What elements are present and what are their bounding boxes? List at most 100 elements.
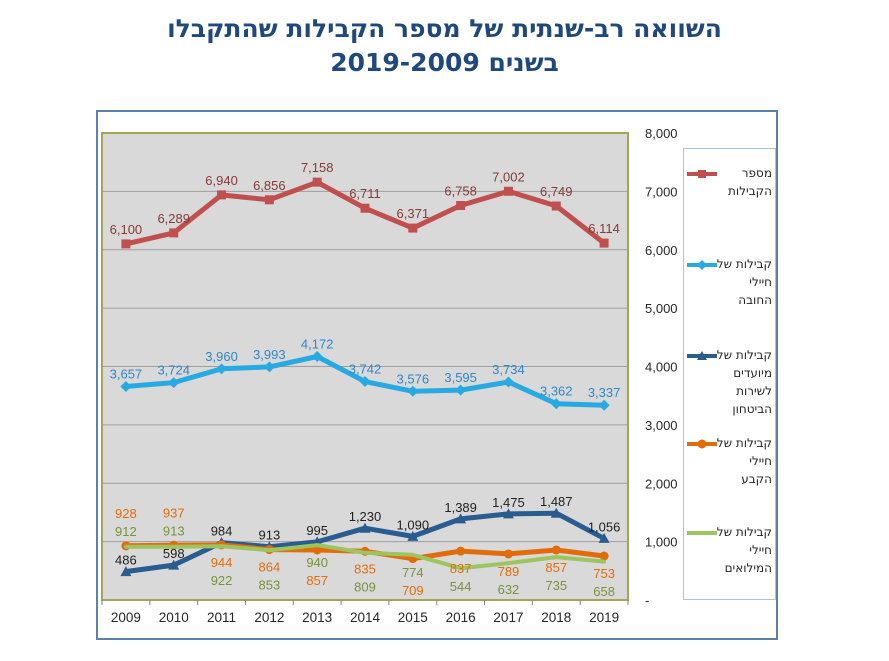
y-axis-label: 8,000 — [645, 126, 678, 141]
data-label: 913 — [163, 523, 185, 538]
circle-marker — [551, 545, 561, 555]
data-label: 3,595 — [444, 370, 477, 385]
legend-label: קבילות של חיילי הקבע — [687, 434, 772, 488]
square-marker — [408, 223, 418, 233]
data-label: 6,758 — [444, 184, 477, 199]
data-label: 3,960 — [205, 349, 238, 364]
data-label: 857 — [545, 560, 567, 575]
diamond-marker — [550, 398, 562, 410]
y-axis-label: - — [645, 593, 649, 608]
legend-label-line: חיילי — [749, 454, 772, 468]
circle-marker — [697, 439, 707, 449]
legend-item-4: קבילות של חיילי המילואים — [687, 523, 772, 577]
data-label: 753 — [593, 566, 615, 581]
legend-label-line: מספר — [741, 166, 772, 180]
square-marker — [121, 239, 131, 249]
square-marker — [360, 203, 370, 213]
diamond-marker — [120, 381, 132, 393]
data-label: 944 — [211, 555, 233, 570]
legend-label-line: חיילי — [749, 543, 772, 557]
data-label: 1,475 — [492, 495, 525, 510]
data-label: 7,002 — [492, 169, 525, 184]
square-marker — [503, 186, 513, 196]
data-label: 709 — [402, 583, 424, 598]
triangle-marker — [697, 351, 707, 360]
legend-item-0: מספר הקבילות — [687, 164, 772, 200]
chart-frame: 8,000 7,000 6,000 5,000 4,000 3,000 2,000 1,000… — [96, 110, 778, 640]
triangle-marker — [168, 559, 180, 570]
data-label: 1,230 — [349, 509, 382, 524]
triangle-marker — [455, 513, 467, 524]
y-axis-label: 1,000 — [645, 535, 678, 550]
legend-item-2: קבילות של מיועדים לשירות הביטחון — [687, 346, 772, 418]
data-label: 632 — [498, 582, 520, 597]
square-marker — [599, 238, 609, 248]
legend-swatch-square — [687, 170, 717, 178]
legend-label-line: קבילות של — [716, 525, 772, 539]
diamond-marker — [311, 350, 323, 362]
data-label: 995 — [306, 523, 328, 538]
legend-swatch-diamond — [687, 260, 717, 270]
data-label: 864 — [259, 560, 281, 575]
triangle-marker — [407, 530, 419, 541]
data-label: 6,100 — [110, 222, 143, 237]
legend-label-line: הקבע — [741, 472, 772, 486]
diamond-marker — [455, 384, 467, 396]
x-axis-label: 2017 — [493, 610, 523, 625]
data-label: 6,371 — [397, 206, 430, 221]
data-label: 1,090 — [397, 517, 430, 532]
legend-swatch-none — [687, 531, 717, 535]
data-label: 3,337 — [588, 385, 621, 400]
y-axis-label: 4,000 — [645, 360, 678, 375]
chart-legend: מספר הקבילות קבילות של חיילי החובה קבילות של מ… — [683, 148, 776, 600]
series-line-4 — [123, 543, 607, 571]
circle-marker — [599, 551, 609, 561]
legend-swatch-triangle — [687, 351, 717, 360]
square-marker — [312, 177, 322, 187]
legend-item-3: קבילות של חיילי הקבע — [687, 434, 772, 488]
data-label: 922 — [211, 573, 233, 588]
diamond-marker — [598, 399, 610, 411]
x-axis-label: 2015 — [398, 610, 428, 625]
square-marker — [264, 195, 274, 205]
square-marker — [551, 201, 561, 211]
data-label: 3,576 — [397, 371, 430, 386]
data-label: 658 — [593, 584, 615, 599]
triangle-marker — [598, 532, 610, 543]
data-label: 913 — [259, 528, 281, 543]
legend-label: קבילות של מיועדים לשירות הביטחון — [687, 346, 772, 418]
triangle-marker — [120, 566, 132, 577]
data-label: 937 — [163, 505, 185, 520]
legend-label-line: קבילות של — [716, 348, 772, 362]
legend-label-line: לשירות — [736, 384, 772, 398]
legend-item-1: קבילות של חיילי החובה — [687, 255, 772, 309]
legend-label-line: הקבילות — [728, 184, 772, 198]
x-axis-label: 2019 — [589, 610, 619, 625]
triangle-marker — [359, 522, 371, 533]
data-label: 1,056 — [588, 519, 621, 534]
legend-label-line: המילואים — [724, 561, 772, 575]
chart-canvas: 8,000 7,000 6,000 5,000 4,000 3,000 2,000 1,000… — [101, 126, 678, 625]
legend-label-line: החובה — [738, 293, 772, 307]
data-label: 3,734 — [492, 362, 525, 377]
data-label: 4,172 — [301, 336, 334, 351]
diamond-marker — [168, 377, 180, 389]
data-label: 912 — [115, 524, 137, 539]
data-label: 3,362 — [540, 384, 573, 399]
y-axis-label: 7,000 — [645, 184, 678, 199]
data-label: 6,289 — [157, 211, 190, 226]
data-label: 774 — [402, 565, 424, 580]
y-axis-label: 2,000 — [645, 476, 678, 491]
data-label: 3,657 — [110, 367, 143, 382]
title-line-2: בשנים 2019-2009 — [330, 48, 559, 77]
diamond-marker — [407, 385, 419, 397]
x-axis-label: 2011 — [207, 610, 236, 625]
data-label: 7,158 — [301, 160, 334, 175]
diamond-marker — [216, 363, 228, 375]
data-label: 544 — [450, 579, 472, 594]
legend-label-line: קבילות של — [716, 257, 772, 271]
data-label: 3,993 — [253, 347, 286, 362]
x-axis-label: 2010 — [159, 610, 189, 625]
x-axis-label: 2013 — [302, 610, 332, 625]
data-label: 853 — [259, 578, 281, 593]
